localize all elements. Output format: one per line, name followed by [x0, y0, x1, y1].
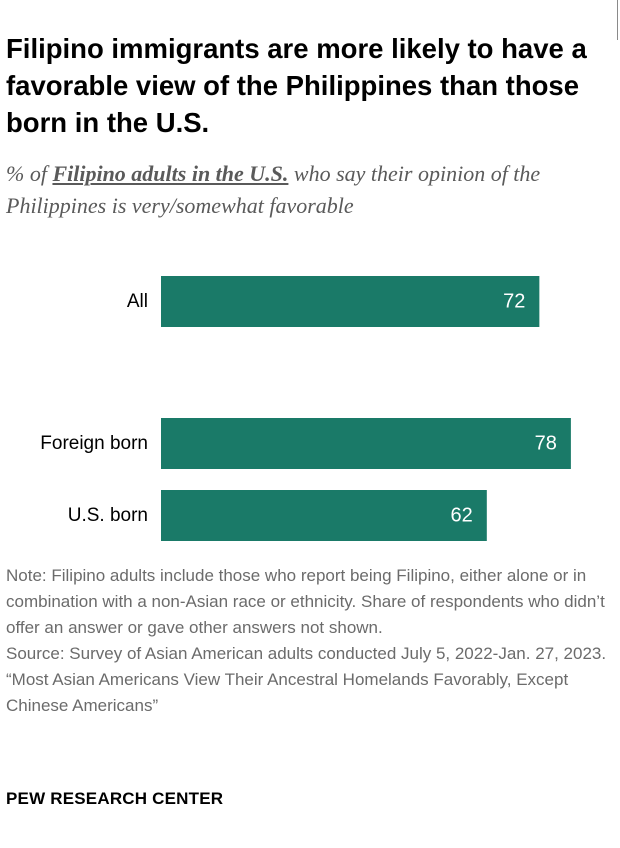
source-text: Source: Survey of Asian American adults …: [6, 644, 607, 663]
subtitle-emphasis: Filipino adults in the U.S.: [52, 161, 289, 186]
frame-edge-rule: [617, 0, 618, 40]
category-label-foreign-born: Foreign born: [40, 433, 148, 454]
subtitle-prefix: % of: [6, 161, 53, 186]
chart-notes: Note: Filipino adults include those who …: [6, 563, 612, 719]
chart-title: Filipino immigrants are more likely to h…: [6, 33, 587, 138]
chart-subtitle: % of Filipino adults in the U.S. who say…: [6, 158, 612, 222]
category-label-u-s-born: U.S. born: [68, 505, 148, 526]
citation-text: “Most Asian Americans View Their Ancestr…: [6, 670, 569, 715]
bar-u-s-born: [161, 490, 487, 541]
value-label-u-s-born: 62: [451, 505, 473, 527]
subtitle-suffix: who say their opinion of the Philippines…: [6, 161, 541, 218]
bar-chart: All 72 Foreign born 78 U.S. born 62: [40, 276, 571, 541]
bar-foreign-born: [161, 418, 571, 469]
value-label-foreign-born: 78: [535, 433, 557, 455]
note-text: Note: Filipino adults include those who …: [6, 566, 605, 637]
pew-logo: PEW RESEARCH CENTER: [6, 789, 224, 808]
value-label-all: 72: [503, 291, 525, 313]
bar-all: [161, 276, 540, 327]
category-label-all: All: [127, 291, 148, 312]
